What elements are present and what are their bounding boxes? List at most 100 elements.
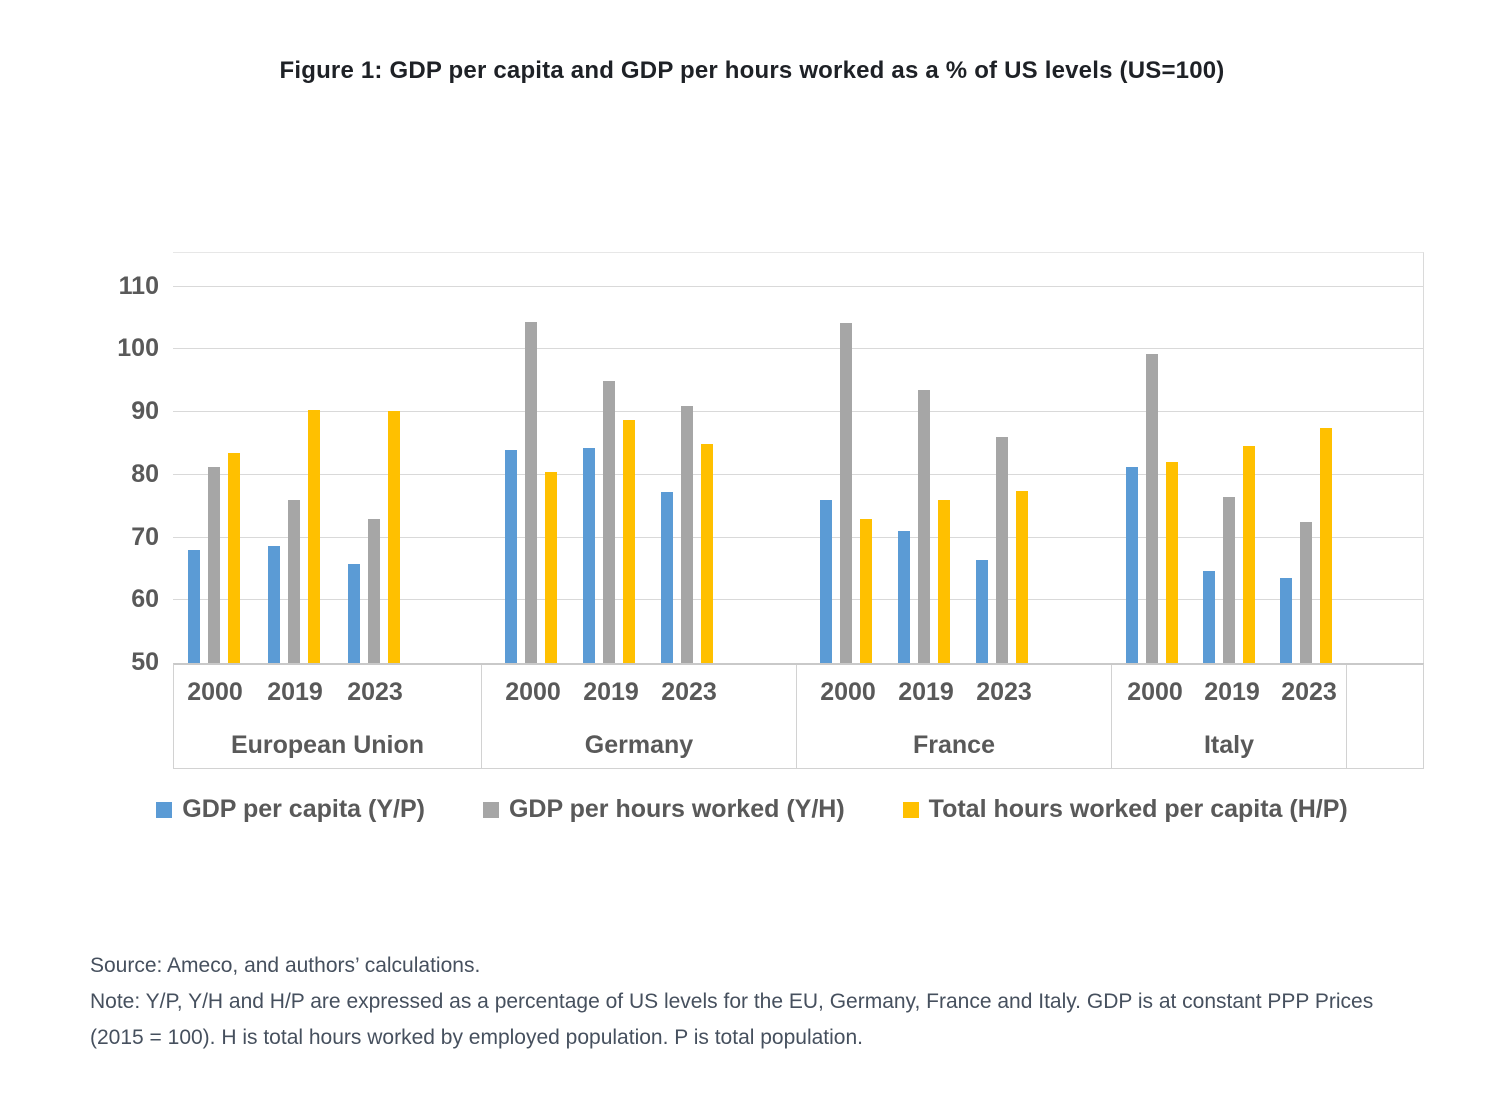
legend-label: GDP per hours worked (Y/H) xyxy=(508,795,845,823)
year-label: 2019 xyxy=(1204,678,1260,706)
figure-footer: Source: Ameco, and authors’ calculations… xyxy=(90,948,1430,1056)
year-labels-row: 2000 2019 2023 xyxy=(1112,678,1346,707)
bar xyxy=(188,550,200,663)
gridline xyxy=(173,411,1423,413)
bar xyxy=(660,492,673,663)
year-label: 2000 xyxy=(505,678,561,706)
bar xyxy=(388,411,400,663)
bar xyxy=(228,452,240,663)
bar xyxy=(1243,445,1256,663)
bar-sections xyxy=(173,253,1423,663)
group-section-empty xyxy=(1344,253,1423,663)
bar xyxy=(1146,353,1159,663)
bar xyxy=(308,409,320,663)
bar xyxy=(268,545,280,663)
year-label: 2019 xyxy=(267,678,323,706)
group-label: European Union xyxy=(230,731,425,759)
axis-box: 2000 2019 2023 European Union 2000 2019 2023 Ge… xyxy=(173,663,1424,769)
legend-item: GDP per capita (Y/P) xyxy=(156,795,425,824)
bar xyxy=(1223,496,1236,663)
y-axis-tick-label: 90 xyxy=(131,397,159,425)
group-section xyxy=(480,253,795,663)
bar xyxy=(288,499,300,663)
gridline xyxy=(173,536,1423,538)
axis-empty-cell xyxy=(1346,665,1423,768)
bar xyxy=(348,563,360,663)
y-axis-tick-label: 110 xyxy=(118,271,159,300)
bar xyxy=(1166,462,1179,663)
gridline xyxy=(173,285,1423,287)
bar xyxy=(1320,427,1333,663)
bar-chart: 110 100 90 80 70 60 50 2000 2019 2023 European Un… xyxy=(95,250,1435,795)
bar-cluster xyxy=(1203,445,1256,663)
note-text: Note: Y/P, Y/H and H/P are expressed as … xyxy=(90,990,1374,1049)
year-label: 2023 xyxy=(1281,678,1337,706)
bar xyxy=(524,322,537,663)
bar-cluster xyxy=(268,409,320,663)
bar-cluster xyxy=(1280,427,1333,663)
bar xyxy=(208,466,220,663)
bar xyxy=(504,449,517,663)
bar xyxy=(839,322,852,663)
bar xyxy=(1300,521,1313,663)
year-label: 2000 xyxy=(187,678,243,706)
bar xyxy=(582,448,595,663)
bar xyxy=(680,405,693,663)
bar xyxy=(859,518,872,663)
bar-cluster xyxy=(897,390,950,663)
source-text: Source: Ameco, and authors’ calculations… xyxy=(90,954,481,977)
bar xyxy=(1203,570,1216,663)
gridline xyxy=(173,473,1423,475)
bar xyxy=(995,437,1008,663)
bar xyxy=(937,499,950,663)
legend-item: Total hours worked per capita (H/P) xyxy=(902,795,1348,824)
bar xyxy=(368,518,380,663)
legend-swatch xyxy=(902,801,919,818)
bar-cluster xyxy=(582,380,635,663)
legend-item: GDP per hours worked (Y/H) xyxy=(482,795,845,824)
legend-swatch xyxy=(482,801,499,818)
axis-group-cell: 2000 2019 2023 European Union xyxy=(174,665,481,768)
year-label: 2023 xyxy=(347,678,403,706)
bar xyxy=(602,380,615,663)
bar xyxy=(819,499,832,663)
legend-label: Total hours worked per capita (H/P) xyxy=(928,795,1348,823)
bar xyxy=(917,390,930,663)
bar xyxy=(897,531,910,663)
axis-group-cell: 2000 2019 2023 Germany xyxy=(481,665,796,768)
bar-cluster xyxy=(819,322,872,663)
bar xyxy=(622,420,635,663)
chart-legend: GDP per capita (Y/P) GDP per hours worked… xyxy=(0,795,1504,824)
year-label: 2019 xyxy=(583,678,639,706)
year-labels-row: 2000 2019 2023 xyxy=(797,678,1111,707)
axis-group-cell: 2000 2019 2023 Italy xyxy=(1111,665,1346,768)
bar-cluster xyxy=(1126,353,1179,663)
group-section xyxy=(173,253,480,663)
bar xyxy=(1280,578,1293,663)
year-labels-row: 2000 2019 2023 xyxy=(482,678,796,707)
y-axis-tick-label: 70 xyxy=(131,522,159,551)
bar-cluster xyxy=(348,411,400,663)
y-axis-tick-label: 60 xyxy=(131,585,159,614)
year-label: 2000 xyxy=(820,678,876,706)
group-label: Italy xyxy=(1203,731,1255,759)
legend-swatch xyxy=(156,801,173,818)
year-label: 2000 xyxy=(1127,678,1183,706)
bar xyxy=(1126,466,1139,663)
bar xyxy=(700,444,713,663)
group-label: France xyxy=(913,731,995,759)
axis-group-cell: 2000 2019 2023 France xyxy=(796,665,1111,768)
y-axis-tick-label: 80 xyxy=(131,459,159,488)
bar-cluster xyxy=(975,437,1028,663)
y-axis-tick-label: 100 xyxy=(117,334,159,363)
figure-title: Figure 1: GDP per capita and GDP per hou… xyxy=(279,57,1225,84)
group-section xyxy=(1109,253,1344,663)
bar-cluster xyxy=(188,452,240,663)
gridline xyxy=(173,599,1423,601)
legend-label: GDP per capita (Y/P) xyxy=(182,795,425,823)
group-section xyxy=(795,253,1110,663)
bar xyxy=(1015,491,1028,663)
bar-cluster xyxy=(504,322,557,663)
y-axis-tick-label: 50 xyxy=(131,648,159,676)
